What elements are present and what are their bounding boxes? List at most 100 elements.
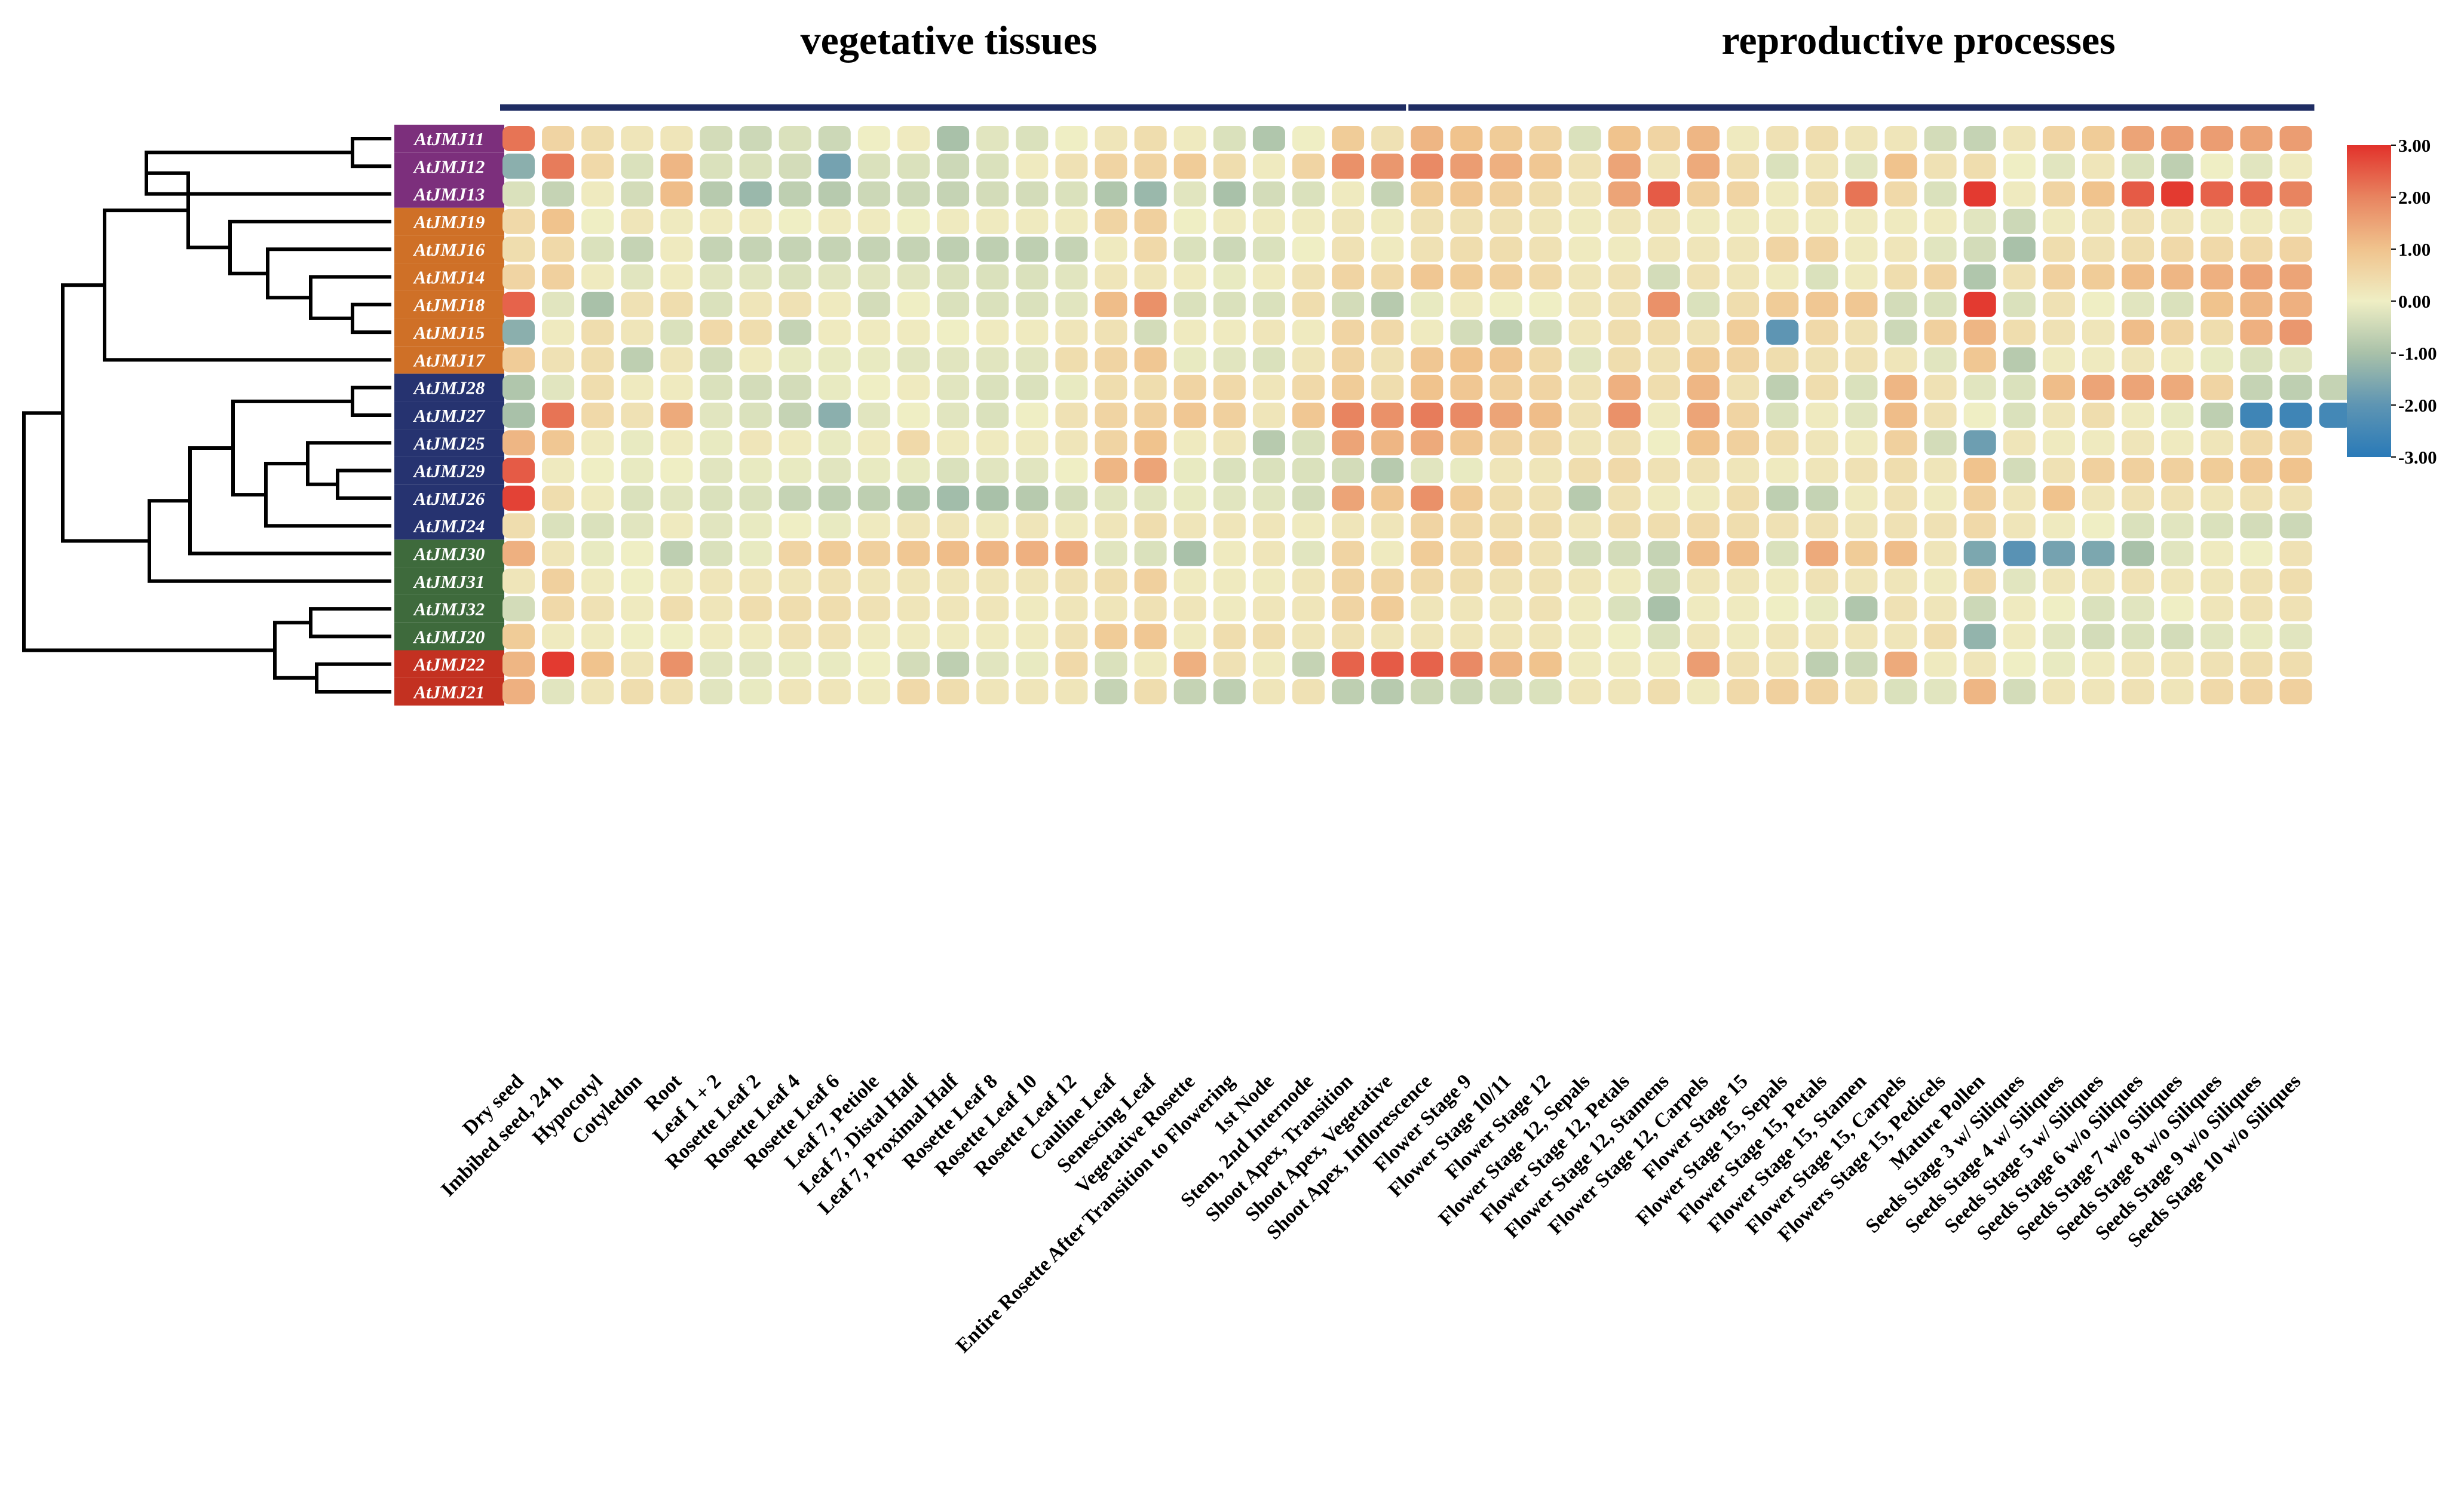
cell-atjmj14-38 (2003, 264, 2036, 290)
cell-atjmj24-29 (1647, 513, 1680, 539)
cell-atjmj24-39 (2042, 513, 2075, 539)
cell-atjmj19-34 (1845, 208, 1878, 234)
cell-atjmj30-34 (1845, 541, 1878, 566)
cell-atjmj29-28 (1608, 458, 1641, 483)
cell-atjmj31-37 (1963, 568, 1996, 594)
cell-atjmj14-4 (660, 264, 693, 290)
cell-atjmj14-22 (1371, 264, 1404, 290)
cell-atjmj20-32 (1766, 624, 1799, 649)
cell-atjmj22-12 (976, 651, 1009, 677)
cell-atjmj24-36 (1924, 513, 1957, 539)
cell-atjmj15-8 (818, 320, 851, 345)
cell-atjmj18-11 (937, 292, 970, 317)
cell-atjmj24-4 (660, 513, 693, 539)
cell-atjmj24-43 (2201, 513, 2233, 539)
cell-atjmj25-1 (542, 430, 575, 456)
cell-atjmj20-24 (1450, 624, 1483, 649)
cell-atjmj22-1 (542, 651, 575, 677)
cell-atjmj18-22 (1371, 292, 1404, 317)
cell-atjmj26-39 (2042, 485, 2075, 511)
cell-atjmj31-31 (1727, 568, 1760, 594)
cell-atjmj16-20 (1292, 237, 1325, 262)
cell-atjmj28-26 (1529, 375, 1562, 400)
cell-atjmj26-44 (2240, 485, 2273, 511)
cell-atjmj17-34 (1845, 347, 1878, 373)
cell-atjmj18-3 (621, 292, 654, 317)
cell-atjmj11-30 (1687, 126, 1720, 151)
cell-atjmj22-29 (1647, 651, 1680, 677)
cell-atjmj29-40 (2082, 458, 2114, 483)
cell-atjmj26-42 (2161, 485, 2194, 511)
cell-atjmj27-42 (2161, 403, 2194, 428)
cell-atjmj17-16 (1134, 347, 1167, 373)
cell-atjmj19-39 (2042, 208, 2075, 234)
cell-atjmj27-35 (1884, 403, 1917, 428)
cell-atjmj12-41 (2122, 154, 2155, 179)
cell-atjmj25-39 (2042, 430, 2075, 456)
cell-atjmj21-7 (779, 679, 811, 704)
cell-atjmj20-13 (1016, 624, 1049, 649)
cell-atjmj29-4 (660, 458, 693, 483)
cell-atjmj13-25 (1490, 181, 1522, 207)
cell-atjmj27-1 (542, 403, 575, 428)
cell-atjmj32-11 (937, 596, 970, 622)
cell-atjmj12-11 (937, 154, 970, 179)
cell-atjmj25-43 (2201, 430, 2233, 456)
cell-atjmj31-23 (1411, 568, 1444, 594)
cell-atjmj17-44 (2240, 347, 2273, 373)
cell-atjmj18-20 (1292, 292, 1325, 317)
cell-atjmj26-18 (1213, 485, 1246, 511)
cell-atjmj25-15 (1095, 430, 1127, 456)
cell-atjmj22-27 (1568, 651, 1601, 677)
cell-atjmj26-35 (1884, 485, 1917, 511)
cell-atjmj20-4 (660, 624, 693, 649)
cell-atjmj20-11 (937, 624, 970, 649)
cell-atjmj27-16 (1134, 403, 1167, 428)
cell-atjmj14-41 (2122, 264, 2155, 290)
cell-atjmj22-19 (1252, 651, 1285, 677)
cell-atjmj14-10 (897, 264, 930, 290)
cell-atjmj31-43 (2201, 568, 2233, 594)
cell-atjmj22-10 (897, 651, 930, 677)
cell-atjmj11-39 (2042, 126, 2075, 151)
cell-atjmj32-0 (502, 596, 535, 622)
group-title-reproductive: reproductive processes (1721, 17, 2115, 63)
cell-atjmj31-28 (1608, 568, 1641, 594)
cell-atjmj12-24 (1450, 154, 1483, 179)
cell-atjmj16-31 (1727, 237, 1760, 262)
cell-atjmj17-38 (2003, 347, 2036, 373)
cell-atjmj19-41 (2122, 208, 2155, 234)
cell-atjmj14-25 (1490, 264, 1522, 290)
cell-atjmj28-32 (1766, 375, 1799, 400)
cell-atjmj25-22 (1371, 430, 1404, 456)
cell-atjmj14-13 (1016, 264, 1049, 290)
cell-atjmj11-38 (2003, 126, 2036, 151)
cell-atjmj22-5 (700, 651, 733, 677)
cell-atjmj19-20 (1292, 208, 1325, 234)
cell-atjmj12-31 (1727, 154, 1760, 179)
cell-atjmj21-0 (502, 679, 535, 704)
cell-atjmj25-8 (818, 430, 851, 456)
cell-atjmj20-7 (779, 624, 811, 649)
cell-atjmj16-19 (1252, 237, 1285, 262)
cell-atjmj30-14 (1055, 541, 1088, 566)
cell-atjmj16-44 (2240, 237, 2273, 262)
cell-atjmj22-34 (1845, 651, 1878, 677)
cell-atjmj32-21 (1332, 596, 1365, 622)
cell-atjmj25-23 (1411, 430, 1444, 456)
cell-atjmj17-33 (1806, 347, 1838, 373)
cell-atjmj27-21 (1332, 403, 1365, 428)
cell-atjmj13-20 (1292, 181, 1325, 207)
row-band-atjmj13 (394, 180, 504, 208)
cell-atjmj31-24 (1450, 568, 1483, 594)
cell-atjmj27-32 (1766, 403, 1799, 428)
cell-atjmj25-17 (1173, 430, 1206, 456)
cell-atjmj25-40 (2082, 430, 2114, 456)
cell-atjmj28-40 (2082, 375, 2114, 400)
cell-atjmj14-1 (542, 264, 575, 290)
cell-atjmj22-17 (1173, 651, 1206, 677)
cell-atjmj30-20 (1292, 541, 1325, 566)
cell-atjmj14-3 (621, 264, 654, 290)
cell-atjmj19-0 (502, 208, 535, 234)
cell-atjmj15-22 (1371, 320, 1404, 345)
